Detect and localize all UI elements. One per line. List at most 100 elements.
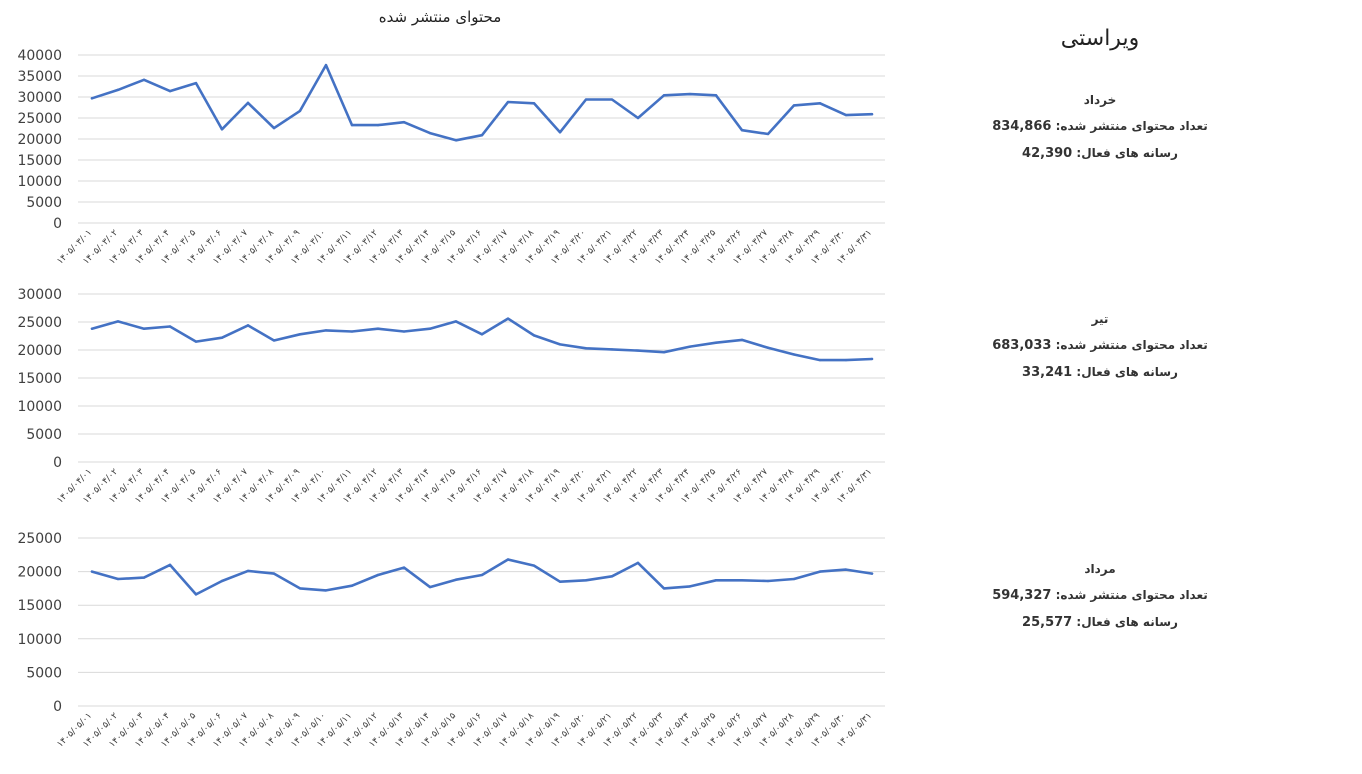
line-chart-1: 0 5000 10000 15000 20000 25000 30000 35000 40000… <box>17 48 885 267</box>
data-point <box>428 585 432 589</box>
data-point <box>168 89 172 93</box>
data-point <box>792 577 796 581</box>
data-point <box>402 566 406 569</box>
y-tick-label: 5000 <box>26 665 62 681</box>
data-point <box>298 333 302 336</box>
content-count-label: تعداد محتوای منتشر شده: <box>1055 588 1208 602</box>
y-tick-label: 0 <box>53 216 62 232</box>
data-point <box>610 348 614 351</box>
y-tick-label: 15000 <box>17 371 62 387</box>
month-name: مرداد <box>1084 562 1116 576</box>
data-point <box>298 109 302 113</box>
data-point <box>194 340 198 343</box>
data-point <box>818 102 822 105</box>
line-charts-svg: 0 5000 10000 15000 20000 25000 30000 35000 40000… <box>17 48 885 750</box>
data-point <box>688 585 692 588</box>
data-point <box>584 347 588 350</box>
data-point <box>792 104 796 107</box>
data-point <box>662 587 666 590</box>
data-point <box>584 579 588 582</box>
data-point <box>428 327 432 330</box>
data-point <box>428 131 432 135</box>
data-point <box>532 334 536 337</box>
data-point <box>532 564 536 567</box>
data-point <box>558 343 562 346</box>
content-count-value: 683,033 <box>992 338 1052 353</box>
active-media-value: 33,241 <box>1022 365 1073 380</box>
data-point <box>220 128 224 131</box>
data-point <box>454 320 458 323</box>
data-point <box>610 98 614 101</box>
data-point <box>142 576 146 579</box>
data-point <box>168 325 172 328</box>
data-point <box>870 572 874 575</box>
data-point <box>324 63 328 67</box>
data-point <box>688 92 692 96</box>
data-point <box>272 572 276 575</box>
active-media-row: رسانه های فعال: 33,241 <box>960 365 1240 380</box>
data-point <box>272 339 276 342</box>
content-count-label: تعداد محتوای منتشر شده: <box>1055 338 1208 352</box>
data-point <box>558 131 562 134</box>
data-point <box>324 589 328 592</box>
data-point <box>298 587 302 590</box>
y-tick-label: 30000 <box>17 287 62 303</box>
data-point <box>844 113 848 117</box>
active-media-label: رسانه های فعال: <box>1076 615 1178 629</box>
content-count-row: تعداد محتوای منتشر شده: 594,327 <box>960 588 1240 603</box>
data-point <box>402 330 406 333</box>
data-point <box>766 346 770 349</box>
data-point <box>116 88 120 92</box>
chart-title: محتوای منتشر شده <box>378 8 502 26</box>
data-point <box>454 578 458 581</box>
data-point <box>480 573 484 577</box>
data-point <box>246 324 250 327</box>
data-point <box>714 94 718 97</box>
line-chart-3: 0500010000150002000025000۱۴۰۵/۰۵/۰۱۱۴۰۵/… <box>17 531 885 750</box>
data-point <box>688 345 692 348</box>
active-media-row: رسانه های فعال: 42,390 <box>960 146 1240 161</box>
data-point <box>168 563 172 567</box>
y-tick-label: 40000 <box>17 48 62 64</box>
data-point <box>376 123 380 127</box>
data-point <box>402 121 406 124</box>
data-point <box>246 569 250 573</box>
y-tick-label: 15000 <box>17 153 62 169</box>
content-count-label: تعداد محتوای منتشر شده: <box>1055 119 1208 133</box>
active-media-value: 42,390 <box>1022 146 1073 161</box>
data-point <box>506 317 510 320</box>
y-tick-label: 15000 <box>17 598 62 614</box>
y-tick-label: 25000 <box>17 315 62 331</box>
data-point <box>740 579 744 582</box>
data-point <box>194 81 198 85</box>
month-summary-1: خرداد تعداد محتوای منتشر شده: 834,866 رس… <box>960 93 1240 161</box>
data-point <box>740 338 744 342</box>
active-media-label: رسانه های فعال: <box>1076 146 1178 160</box>
content-count-row: تعداد محتوای منتشر شده: 683,033 <box>960 338 1240 353</box>
y-tick-label: 5000 <box>26 195 62 211</box>
data-point <box>662 94 666 97</box>
data-point <box>90 570 94 573</box>
data-point <box>636 561 640 565</box>
data-point <box>766 579 770 583</box>
data-point <box>662 351 666 354</box>
y-tick-label: 20000 <box>17 132 62 148</box>
data-point <box>350 330 354 333</box>
data-point <box>636 116 640 120</box>
data-point <box>636 349 640 352</box>
data-point <box>376 327 380 330</box>
data-point <box>766 132 770 136</box>
data-point <box>584 98 588 101</box>
data-point <box>480 333 484 336</box>
data-point <box>142 327 146 330</box>
data-point <box>870 357 874 361</box>
active-media-row: رسانه های فعال: 25,577 <box>960 615 1240 630</box>
data-point <box>116 577 120 581</box>
data-point <box>610 575 614 578</box>
month-summary-3: مرداد تعداد محتوای منتشر شده: 594,327 رس… <box>960 562 1240 630</box>
month-name: تیر <box>1091 312 1109 326</box>
y-tick-label: 20000 <box>17 343 62 359</box>
data-point <box>792 353 796 356</box>
series-line <box>90 317 874 362</box>
content-count-value: 834,866 <box>992 119 1052 134</box>
